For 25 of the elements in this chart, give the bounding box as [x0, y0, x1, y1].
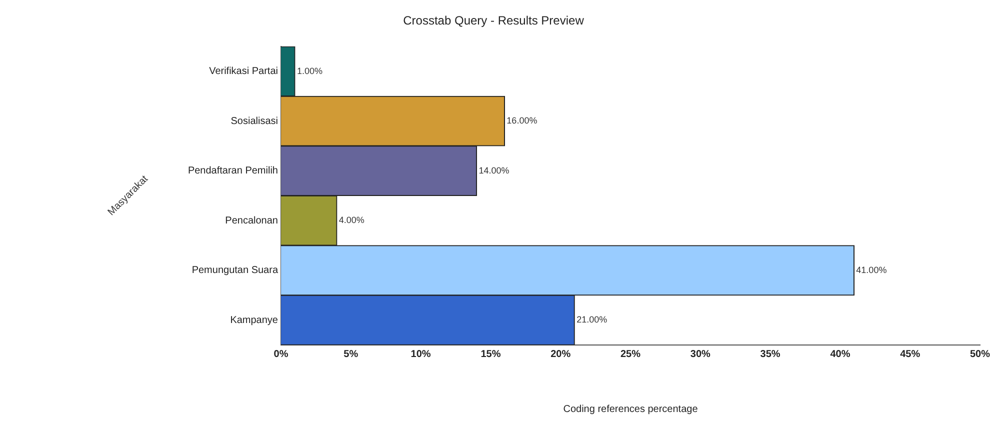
data-label: 1.00%	[296, 66, 323, 76]
chart-title: Crosstab Query - Results Preview	[403, 14, 584, 28]
y-tick-label: Kampanye	[230, 314, 278, 326]
data-label: 16.00%	[506, 116, 538, 126]
data-label: 4.00%	[338, 215, 364, 226]
y-tick-label: Sosialisasi	[230, 116, 278, 127]
x-tick-label: 50%	[970, 348, 990, 360]
x-tick-label: 25%	[620, 348, 641, 360]
x-tick-label: 15%	[480, 348, 501, 360]
y-tick-label: Pendaftaran Pemilih	[188, 166, 278, 177]
data-label: 41.00%	[856, 264, 887, 275]
x-tick-label: 45%	[900, 348, 920, 360]
y-tick-label: Pencalonan	[225, 215, 278, 226]
x-axis-title: Coding references percentage	[563, 404, 698, 415]
x-tick-label: 20%	[550, 348, 571, 360]
data-label: 21.00%	[576, 314, 608, 325]
x-tick-label: 40%	[830, 348, 850, 360]
x-tick-label: 0%	[274, 348, 288, 360]
y-tick-label: Pemungutan Suara	[192, 265, 278, 276]
data-label: 14.00%	[478, 165, 510, 176]
y-tick-label: Verifikasi Partai	[209, 66, 278, 78]
x-tick-label: 5%	[344, 348, 358, 360]
x-tick-label: 30%	[690, 348, 711, 360]
x-tick-label: 10%	[410, 348, 431, 360]
x-tick-label: 35%	[760, 348, 780, 360]
